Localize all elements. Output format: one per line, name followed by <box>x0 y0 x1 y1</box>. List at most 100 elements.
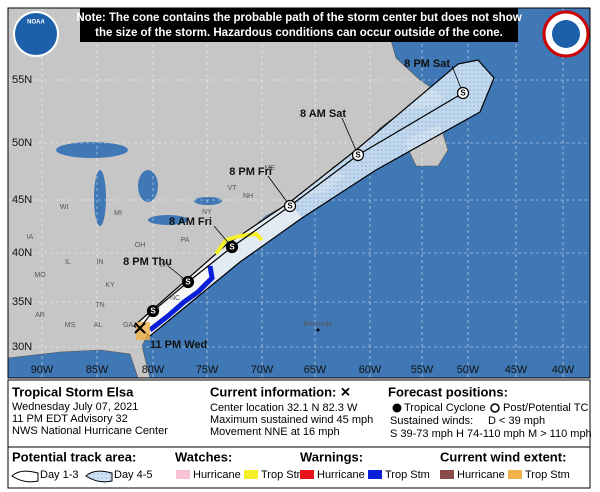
lake <box>56 142 128 158</box>
forecast-point <box>146 304 160 318</box>
forecast-point <box>283 199 297 213</box>
tc-symbol <box>392 403 402 413</box>
legend-text: Tropical Cyclone <box>404 402 486 414</box>
swatch <box>440 470 454 479</box>
place-label: TN <box>95 302 104 309</box>
post-symbol <box>490 403 500 413</box>
lon-label: 75W <box>196 364 219 376</box>
place-label: WI <box>60 204 69 211</box>
lon-label: 60W <box>359 364 382 376</box>
place-label: KY <box>105 282 115 289</box>
swatch <box>300 470 314 479</box>
forecast-point-label: S <box>460 89 466 98</box>
forecast-point-label: S <box>355 151 361 160</box>
lon-label: 65W <box>304 364 327 376</box>
legend-text: Post/Potential TC <box>503 402 588 414</box>
place-label: AR <box>35 312 45 319</box>
lon-label: 45W <box>505 364 528 376</box>
legend-text: Trop Stm <box>261 469 306 481</box>
place-label: GA <box>123 322 133 329</box>
forecast-point <box>225 240 239 254</box>
forecast-point <box>181 275 195 289</box>
note-line: Note: The cone contains the probable pat… <box>76 12 521 24</box>
lat-label: 40N <box>12 247 32 259</box>
legend-text: Sustained winds: <box>390 415 473 427</box>
lat-label: 30N <box>12 341 32 353</box>
info-panel <box>7 379 591 489</box>
noaa-logo <box>13 11 59 57</box>
place-label: WV <box>159 262 171 269</box>
swatch-day45 <box>85 470 113 483</box>
place-label: VT <box>228 185 238 192</box>
legend-text: Hurricane <box>317 469 365 481</box>
map: 55N 50N 45N 40N 35N 30N 90W 85W 80W 75W 70W 65W 60W 5… <box>7 7 590 379</box>
lon-label: 50W <box>457 364 480 376</box>
place-label: IA <box>27 234 34 241</box>
bermuda-dot <box>316 328 320 332</box>
leader <box>341 117 359 156</box>
lake <box>138 170 158 202</box>
place-label: ME <box>265 165 276 172</box>
legend-title: Warnings: <box>300 449 363 464</box>
trop-storm-watch <box>214 231 264 256</box>
lon-label: 70W <box>251 364 274 376</box>
place-label: NY <box>202 209 212 216</box>
note-line: the size of the storm. Hazardous conditi… <box>95 27 503 39</box>
current-line: Center location 32.1 N 82.3 W <box>210 402 358 414</box>
forecast-point <box>351 148 365 162</box>
note-banner <box>80 8 518 42</box>
legend-text: Hurricane <box>457 469 505 481</box>
lon-label: 80W <box>142 364 165 376</box>
leader <box>267 175 291 207</box>
cone-day45 <box>290 60 494 218</box>
lat-label: 45N <box>12 194 32 206</box>
legend-title: Watches: <box>175 449 232 464</box>
swatch <box>508 470 522 479</box>
current-title: Current information: ✕ <box>210 384 351 399</box>
noaa-logo-text: NOAA <box>27 20 45 26</box>
current-line: Maximum sustained wind 45 mph <box>210 414 373 426</box>
legend-title: Potential track area: <box>12 449 136 464</box>
legend-text: Day 4-5 <box>114 469 153 481</box>
lon-label: 40W <box>552 364 575 376</box>
forecast-label: 8 AM Sat <box>300 108 346 120</box>
lon-label: 55W <box>411 364 434 376</box>
info-line: NWS National Hurricane Center <box>12 425 168 437</box>
lat-label: 35N <box>12 296 32 308</box>
lon-label: 90W <box>31 364 54 376</box>
place-label: MS <box>65 322 76 329</box>
lake <box>94 170 106 226</box>
legend-text: Day 1-3 <box>40 469 79 481</box>
info-line: Wednesday July 07, 2021 <box>12 401 138 413</box>
legend-title: Current wind extent: <box>440 449 566 464</box>
lat-label: 55N <box>12 74 32 86</box>
lon-label: 85W <box>86 364 109 376</box>
place-label: OH <box>135 242 146 249</box>
place-label: MO <box>34 272 46 279</box>
forecast-title: Forecast positions: <box>388 384 508 399</box>
legend-text: Trop Stm <box>525 469 570 481</box>
lake <box>148 215 188 225</box>
swatch-day13 <box>11 470 39 483</box>
forecast-point-label: S <box>229 243 235 252</box>
legend-text: Hurricane <box>193 469 241 481</box>
legend-text: D < 39 mph <box>488 415 545 427</box>
place-label: AL <box>94 322 103 329</box>
swatch <box>368 470 382 479</box>
forecast-label: 8 AM Fri <box>169 216 212 228</box>
place-label: IL <box>65 259 71 266</box>
forecast-label: 11 PM Wed <box>150 339 207 351</box>
current-position <box>134 322 146 334</box>
lake <box>194 197 222 205</box>
forecast-label: 8 PM Fri <box>229 166 272 178</box>
nws-logo <box>552 20 580 48</box>
legend-text: Trop Stm <box>385 469 430 481</box>
lat-label: 50N <box>12 137 32 149</box>
place-label: NH <box>243 193 253 200</box>
storm-title: Tropical Storm Elsa <box>12 384 134 399</box>
swatch <box>244 470 258 479</box>
forecast-point-label: S <box>185 278 191 287</box>
forecast-label: 8 PM Thu <box>123 256 172 268</box>
forecast-label: 8 PM Sat <box>404 58 450 70</box>
